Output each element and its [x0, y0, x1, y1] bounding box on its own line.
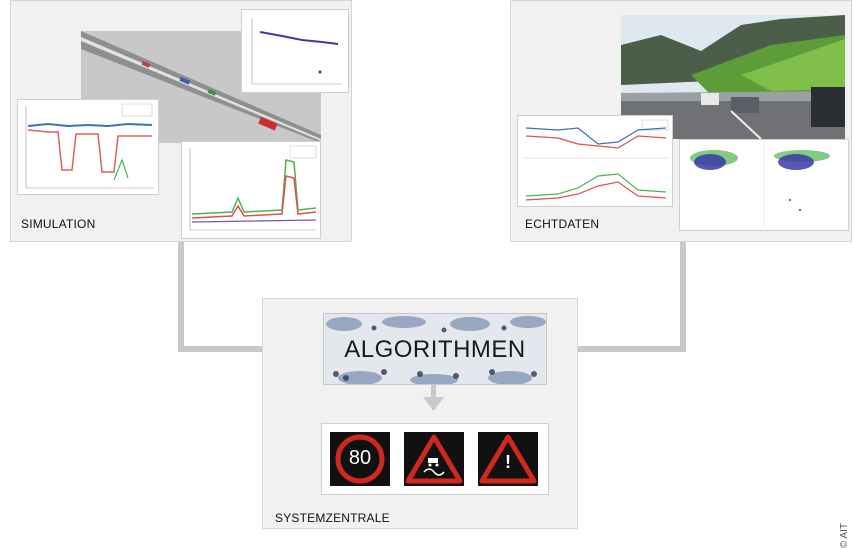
traffic-signs-box: 80 ! [321, 423, 549, 495]
simulation-scatter-thumbnail [241, 9, 349, 93]
algorithm-label: ALGORITHMEN [344, 336, 526, 363]
simulation-speed-chart [17, 99, 159, 195]
speed-limit-value: 80 [348, 447, 372, 469]
echtdaten-panel: ECHTDATEN [510, 0, 852, 242]
simulation-panel: SIMULATION [10, 0, 352, 242]
echtdaten-left-line [566, 346, 686, 352]
simulation-right-line [178, 346, 308, 352]
algorithm-box: ALGORITHMEN [323, 313, 547, 385]
arrow-head-down [423, 397, 444, 411]
simulation-label: SIMULATION [21, 217, 96, 231]
echtdaten-scatter-charts [679, 139, 849, 231]
echtdaten-line-chart [517, 115, 673, 207]
danger-warning-sign: ! [478, 432, 538, 486]
echtdaten-down-line [680, 242, 686, 352]
copyright-credit: © AIT [839, 523, 850, 548]
algorithm-down-line [431, 385, 436, 399]
simulation-down-line [178, 242, 184, 352]
systemzentrale-label: SYSTEMZENTRALE [275, 511, 390, 525]
danger-exclamation: ! [505, 452, 511, 472]
echtdaten-label: ECHTDATEN [525, 217, 600, 231]
systemzentrale-panel: ALGORITHMEN 80 ! [262, 298, 578, 529]
simulation-multiline-chart [181, 141, 321, 239]
slippery-road-warning-sign [404, 432, 464, 486]
speed-limit-sign: 80 [330, 432, 390, 486]
